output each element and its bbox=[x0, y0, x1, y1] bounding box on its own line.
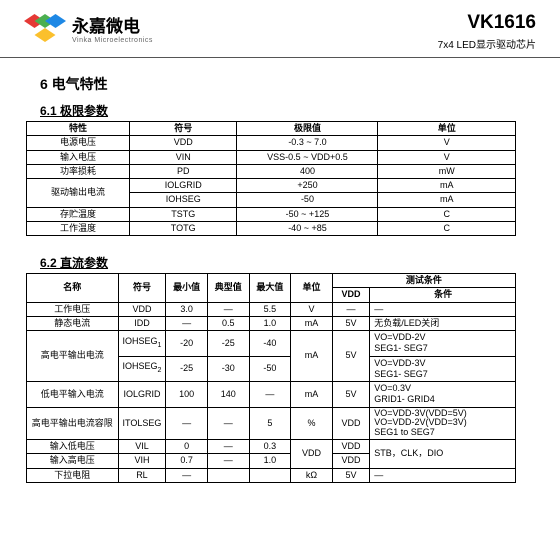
table-row: 驱动输出电流IOLGRID+250mA bbox=[27, 179, 516, 193]
col-min: 最小值 bbox=[166, 274, 208, 303]
dc-params-table: 名称 符号 最小值 典型值 最大值 单位 测试条件 VDD 条件 工作电压VDD… bbox=[26, 273, 516, 483]
table-row: 静态电流IDD—0.51.0mA5V无负载/LED关闭 bbox=[27, 316, 516, 330]
limit-params-table: 特性符号极限值单位 电源电压VDD-0.3 ~ 7.0V输入电压VINVSS-0… bbox=[26, 121, 516, 236]
table-header: 符号 bbox=[129, 122, 237, 136]
content-area: 6 电气特性 6.1 极限参数 特性符号极限值单位 电源电压VDD-0.3 ~ … bbox=[0, 58, 560, 483]
section-6-1-title: 6.1 极限参数 bbox=[40, 102, 536, 119]
section-6-title: 6 电气特性 bbox=[40, 74, 536, 94]
company-name-cn: 永嘉微电 bbox=[72, 12, 153, 37]
part-number: VK1616 bbox=[438, 12, 536, 34]
table-row: 输入低电压VIL0—0.3VDDVDDSTB，CLK，DIO bbox=[27, 440, 516, 454]
col-name: 名称 bbox=[27, 274, 119, 303]
company-logo: 永嘉微电 Vinka Microelectronics bbox=[24, 12, 153, 44]
col-test-cond: 测试条件 bbox=[332, 274, 515, 288]
col-cond: 条件 bbox=[370, 288, 516, 302]
page-header: 永嘉微电 Vinka Microelectronics VK1616 7x4 L… bbox=[0, 0, 560, 58]
table-row: 输入电压VINVSS-0.5 ~ VDD+0.5V bbox=[27, 150, 516, 164]
company-name-en: Vinka Microelectronics bbox=[72, 37, 153, 44]
col-typ: 典型值 bbox=[207, 274, 249, 303]
table-row: 工作电压VDD3.0—5.5V—— bbox=[27, 302, 516, 316]
table-header: 特性 bbox=[27, 122, 130, 136]
table-header: 单位 bbox=[378, 122, 516, 136]
table-row: 工作温度TOTG-40 ~ +85C bbox=[27, 221, 516, 235]
col-unit: 单位 bbox=[291, 274, 333, 303]
table-row: 功率损耗PD400mW bbox=[27, 164, 516, 178]
table-row: 低电平输入电流IOLGRID100140—mA5VVO=0.3VGRID1- G… bbox=[27, 382, 516, 408]
header-right: VK1616 7x4 LED显示驱动芯片 bbox=[438, 12, 536, 51]
table-row: 高电平输出电流容限ITOLSEG——5%VDDVO=VDD-3V(VDD=5V)… bbox=[27, 407, 516, 440]
col-max: 最大值 bbox=[249, 274, 291, 303]
col-vdd: VDD bbox=[332, 288, 369, 302]
section-6-2-title: 6.2 直流参数 bbox=[40, 254, 536, 271]
table-row: 存贮温度TSTG-50 ~ +125C bbox=[27, 207, 516, 221]
col-symbol: 符号 bbox=[118, 274, 166, 303]
table-header: 极限值 bbox=[237, 122, 378, 136]
table-row: 电源电压VDD-0.3 ~ 7.0V bbox=[27, 136, 516, 150]
table-row: 下拉电阻RL—kΩ5V— bbox=[27, 468, 516, 482]
table-row: 高电平输出电流IOHSEG1-20-25-40mA5VVO=VDD-2VSEG1… bbox=[27, 331, 516, 357]
diamond-logo-icon bbox=[24, 14, 66, 42]
product-tagline: 7x4 LED显示驱动芯片 bbox=[438, 36, 536, 51]
